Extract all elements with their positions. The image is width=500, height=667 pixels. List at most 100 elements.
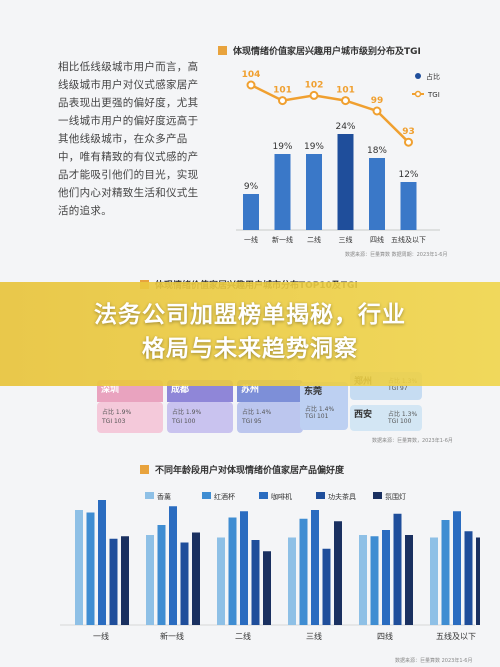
legend-swatch — [145, 492, 154, 499]
share-bar — [369, 158, 385, 230]
city-name: 苏州 — [241, 385, 260, 395]
legend-label: 红酒杯 — [214, 492, 235, 501]
x-tick-label: 四线 — [377, 631, 393, 641]
city-tgi: TGI 103 — [102, 418, 126, 425]
share-label: 24% — [335, 122, 355, 132]
city-card: 深圳占比 1.9% TGI 103 — [97, 385, 163, 433]
tgi-point — [246, 80, 256, 90]
series-bar — [464, 531, 473, 625]
city-share: 占比 1.4% — [305, 406, 335, 413]
x-tick-label: 一线 — [93, 631, 109, 641]
tgi-label: 102 — [305, 80, 324, 90]
series-bar — [251, 540, 260, 625]
series-bar — [121, 536, 129, 625]
city-tgi: TGI 97 — [388, 385, 408, 392]
legend-label: 氛围灯 — [385, 492, 406, 501]
tgi-label: 99 — [371, 96, 384, 106]
x-tick-label: 二线 — [235, 631, 251, 641]
series-bar — [169, 506, 177, 625]
series-bar — [109, 538, 118, 625]
tgi-point — [372, 106, 382, 116]
share-label: 19% — [272, 142, 292, 152]
series-bar — [311, 510, 319, 625]
series-bar — [86, 512, 95, 625]
x-tick-label: 五线及以下 — [436, 631, 476, 641]
series-bar — [382, 530, 390, 625]
x-tick-label: 一线 — [244, 235, 258, 244]
chart1-title-text: 体现情绪价值家居兴趣用户城市级别分布及TGI — [233, 47, 421, 57]
series-bar — [98, 500, 106, 625]
x-tick-label: 新一线 — [160, 631, 184, 641]
series-bar — [430, 537, 438, 625]
series-bar — [393, 513, 402, 625]
tgi-label: 101 — [336, 86, 355, 96]
series-bar — [75, 510, 83, 625]
city-share: 占比 1.9% — [102, 409, 132, 416]
tgi-point — [404, 137, 413, 147]
tgi-point — [341, 96, 350, 106]
legend-swatch — [373, 492, 382, 499]
legend-swatch — [259, 492, 268, 499]
chart3-source: 数据来源：巨量算数 2023年1-6月 — [395, 658, 473, 664]
series-bar — [370, 536, 379, 625]
legend-tgi-label: TGI — [427, 91, 440, 99]
headline: 法务公司加盟榜单揭秘，行业 格局与未来趋势洞察 — [0, 298, 500, 366]
legend-swatch — [316, 492, 325, 499]
city-card: 西安 占比 1.3% TGI 100 — [350, 405, 422, 431]
tgi-point — [278, 96, 287, 106]
chart3-title: 不同年龄段用户对体现情绪价值家居产品偏好度 — [140, 463, 344, 476]
headline-banner — [0, 282, 500, 386]
city-card: 东莞 占比 1.4% TGI 101 — [300, 382, 348, 430]
series-bar — [157, 525, 166, 625]
legend-share-swatch — [415, 73, 421, 79]
tgi-line — [250, 83, 410, 144]
chart1-title: 体现情绪价值家居兴趣用户城市级别分布及TGI — [218, 44, 421, 57]
series-bar — [288, 537, 296, 625]
city-tgi: TGI 95 — [242, 418, 262, 425]
chart2-source: 数据来源：巨量算数，2023年1-6月 — [372, 438, 453, 444]
series-bar — [476, 537, 480, 625]
share-bar — [243, 194, 259, 230]
tgi-label: 93 — [402, 127, 415, 137]
legend-tgi-marker — [414, 90, 422, 98]
city-name: 东莞 — [304, 387, 323, 397]
series-bar — [192, 532, 200, 625]
tgi-label: 101 — [273, 86, 292, 96]
share-label: 12% — [398, 170, 418, 180]
city-card: 成都 占比 1.9% TGI 100 — [167, 385, 233, 433]
legend-swatch — [202, 492, 211, 499]
series-bar — [240, 511, 248, 625]
intro-paragraph: 相比低线级城市用户而言，高线级城市用户对仪式感家居产品表现出更强的偏好度，尤其一… — [58, 61, 199, 217]
city-tgi: TGI 100 — [172, 418, 196, 425]
chart3-title-text: 不同年龄段用户对体现情绪价值家居产品偏好度 — [155, 466, 345, 476]
city-name: 成都 — [171, 385, 190, 395]
city-name: 西安 — [354, 410, 373, 420]
city-tgi: TGI 100 — [388, 418, 412, 425]
series-bar — [146, 535, 154, 625]
x-tick-label: 新一线 — [272, 235, 293, 244]
series-bar — [441, 520, 450, 625]
chart1-source: 数据来源：巨量算数 数据周期：2023年1-6月 — [345, 252, 448, 258]
x-tick-label: 二线 — [307, 235, 321, 244]
share-bar — [306, 154, 322, 230]
share-bar — [274, 154, 291, 230]
legend-label: 咖啡机 — [271, 492, 292, 501]
city-card: 苏州 占比 1.4% TGI 95 — [237, 385, 303, 433]
series-bar — [263, 551, 271, 625]
x-tick-label: 三线 — [306, 631, 322, 641]
share-label: 18% — [367, 146, 387, 156]
series-bar — [334, 521, 342, 625]
headline-line-1: 法务公司加盟榜单揭秘，行业 — [94, 302, 406, 328]
legend-share-label: 占比 — [426, 72, 440, 81]
series-bar — [228, 517, 237, 625]
x-tick-label: 五线及以下 — [391, 235, 426, 244]
series-bar — [359, 535, 367, 625]
city-name: 深圳 — [101, 385, 120, 395]
share-bar — [400, 182, 417, 230]
series-bar — [322, 548, 331, 625]
share-bar — [337, 134, 354, 230]
headline-line-2: 格局与未来趋势洞察 — [142, 336, 358, 362]
tgi-point — [309, 90, 319, 100]
